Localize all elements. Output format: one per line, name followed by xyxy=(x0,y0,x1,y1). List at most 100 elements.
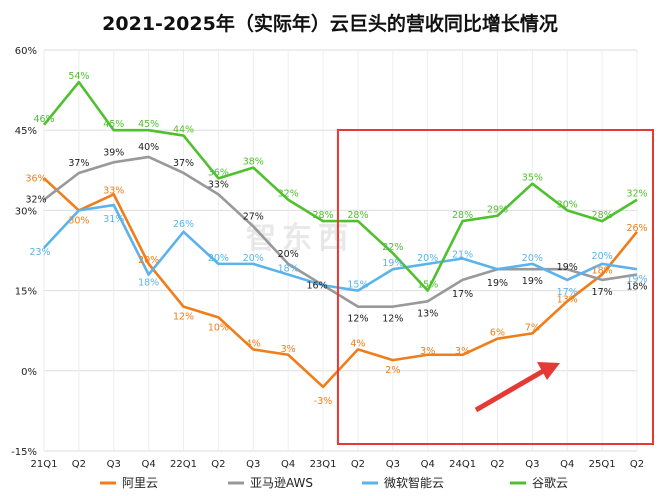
trend-arrow xyxy=(474,362,560,413)
data-label: 37% xyxy=(173,158,194,169)
data-label: 19% xyxy=(487,278,508,289)
data-label: 29% xyxy=(487,205,508,216)
legend: 阿里云 亚马逊AWS 微软智能云 谷歌云 xyxy=(100,475,568,490)
data-label: 19% xyxy=(382,258,403,269)
y-axis: -15% 0% 15% 30% 45% 60% xyxy=(11,46,37,458)
data-label: 28% xyxy=(592,210,613,221)
data-label: 16% xyxy=(306,280,327,291)
data-label: 15% xyxy=(417,280,438,291)
data-label: 33% xyxy=(103,185,124,196)
data-label: 4% xyxy=(350,338,365,349)
data-label: 46% xyxy=(33,114,54,125)
x-tick-label: 24Q1 xyxy=(449,459,476,470)
data-label: 28% xyxy=(347,210,368,221)
data-label: 17% xyxy=(557,287,578,298)
y-tick-label: 30% xyxy=(15,206,37,217)
data-label: 30% xyxy=(68,215,89,226)
data-label: 18% xyxy=(138,278,159,289)
trend-arrow-shaft xyxy=(474,367,547,413)
data-label: 13% xyxy=(417,308,438,319)
series-lines xyxy=(42,80,639,389)
data-label: 32% xyxy=(25,195,46,206)
data-label: 12% xyxy=(173,312,194,323)
data-label: 7% xyxy=(525,322,540,333)
data-label: 17% xyxy=(452,289,473,300)
data-label: 38% xyxy=(243,157,264,168)
data-label: 27% xyxy=(243,211,264,222)
data-label: 20% xyxy=(592,251,613,262)
data-label: 18% xyxy=(278,264,299,275)
data-label: 32% xyxy=(626,189,647,200)
x-tick-label: Q2 xyxy=(630,459,644,470)
data-label: 37% xyxy=(68,158,89,169)
data-label: 28% xyxy=(452,210,473,221)
x-tick-label: 25Q1 xyxy=(589,459,616,470)
highlight-rectangle xyxy=(336,129,654,445)
x-axis: 21Q1 Q2 Q3 Q4 22Q1 Q2 Q3 Q4 23Q1 Q2 Q3 Q4 24Q1 Q2 Q3 Q4… xyxy=(31,459,645,470)
y-tick-label: 0% xyxy=(21,367,37,378)
data-label: 32% xyxy=(278,189,299,200)
data-label: 33% xyxy=(208,179,229,190)
data-label: 20% xyxy=(243,253,264,264)
data-label: 18% xyxy=(626,282,647,293)
x-tick-label: Q3 xyxy=(246,459,260,470)
data-label: 4% xyxy=(246,338,261,349)
data-label: 19% xyxy=(522,276,543,287)
data-label: 6% xyxy=(490,328,505,339)
data-label: 20% xyxy=(522,253,543,264)
y-tick-label: 45% xyxy=(15,126,37,137)
series-line xyxy=(42,80,638,292)
y-tick-label: 60% xyxy=(15,46,37,57)
trend-arrow-head xyxy=(537,362,560,380)
x-tick-label: Q4 xyxy=(142,459,156,470)
data-label: 10% xyxy=(208,322,229,333)
data-label: 35% xyxy=(522,173,543,184)
data-label: 20% xyxy=(417,253,438,264)
data-label: 26% xyxy=(173,219,194,230)
x-tick-label: Q2 xyxy=(351,459,365,470)
data-label: 40% xyxy=(138,142,159,153)
data-label: 3% xyxy=(281,344,296,355)
x-tick-label: Q2 xyxy=(490,459,504,470)
y-tick-label: -15% xyxy=(11,447,37,458)
x-tick-label: Q4 xyxy=(421,459,435,470)
data-label: 44% xyxy=(173,125,194,136)
x-tick-label: Q3 xyxy=(107,459,121,470)
x-tick-label: 23Q1 xyxy=(310,459,337,470)
data-label: 21% xyxy=(452,250,473,261)
data-label: 28% xyxy=(312,210,333,221)
data-label: 23% xyxy=(29,247,50,258)
series-line xyxy=(43,203,638,292)
y-tick-label: 15% xyxy=(15,287,37,298)
legend-label: 亚马逊AWS xyxy=(250,476,313,490)
x-tick-label: 22Q1 xyxy=(170,459,197,470)
data-label: 26% xyxy=(626,223,647,234)
series-line xyxy=(43,177,639,389)
data-label: 13% xyxy=(557,294,578,305)
x-tick-label: Q4 xyxy=(281,459,295,470)
data-label: 15% xyxy=(347,280,368,291)
data-label: 12% xyxy=(347,314,368,325)
x-tick-label: Q3 xyxy=(525,459,539,470)
data-label: 20% xyxy=(278,249,299,260)
data-label: 3% xyxy=(455,346,470,357)
legend-label: 阿里云 xyxy=(122,476,158,490)
data-labels: 36% 30% 33% 20% 12% 10% 4% 3% -3% 4% 2% 3% 3% 6% 7% 13%… xyxy=(25,71,647,407)
data-label: 20% xyxy=(208,253,229,264)
x-tick-label: Q4 xyxy=(560,459,574,470)
data-label: 19% xyxy=(557,262,578,273)
series-line xyxy=(43,155,638,308)
x-tick-label: Q2 xyxy=(211,459,225,470)
data-label: 19% xyxy=(626,274,647,285)
data-label: -3% xyxy=(314,396,333,407)
data-label: 22% xyxy=(382,242,403,253)
x-tick-label: 21Q1 xyxy=(31,459,58,470)
data-label: 2% xyxy=(385,365,400,376)
data-label: 18% xyxy=(592,266,613,277)
data-label: 12% xyxy=(382,314,403,325)
data-label: 30% xyxy=(557,199,578,210)
data-label: 36% xyxy=(208,167,229,178)
data-label: 45% xyxy=(138,119,159,130)
highlight-box xyxy=(336,129,654,445)
